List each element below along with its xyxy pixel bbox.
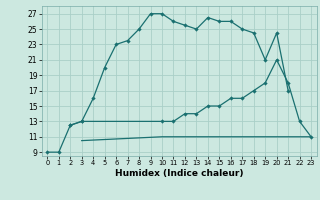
X-axis label: Humidex (Indice chaleur): Humidex (Indice chaleur) <box>115 169 244 178</box>
